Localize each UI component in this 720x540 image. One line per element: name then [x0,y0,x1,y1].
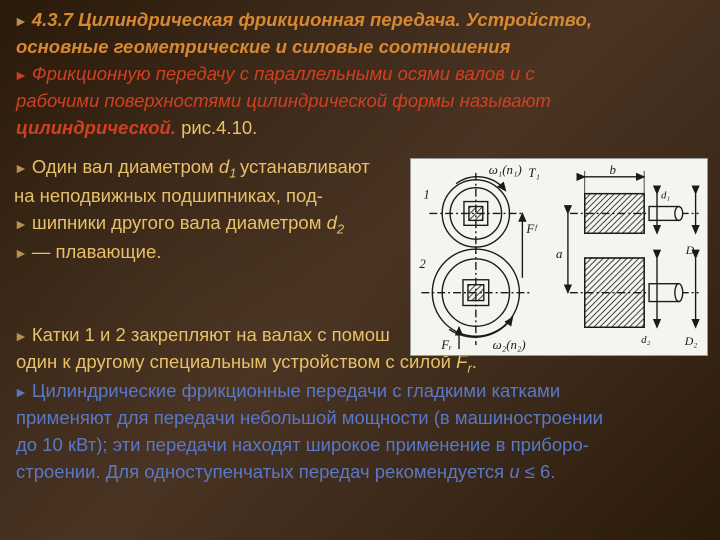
bottom-text-1: Катки 1 и 2 закрепляют на валах с помош [32,323,390,348]
label-b: b [609,163,616,177]
b6c: ≤ 6. [520,461,556,482]
label-d2: d₂ [641,334,650,346]
diagram-svg: ω₁(n₁) T₁ 1 ω₂(n₂) 2 Fᶠ Fᵣ [411,159,707,355]
var-d2: d [327,212,337,233]
sub-1: 1 [229,166,240,181]
label-D2: D₂ [684,334,698,348]
label-omega1: ω₁(n₁) [489,163,522,177]
bottom-text-5: до 10 кВт); эти передачи находят широкое… [16,433,589,458]
mid-text-4: — плавающие. [32,240,162,265]
mid-1a: Один вал диаметром [32,156,219,177]
header-line-1: ► 4.3.7 Цилиндрическая фрикционная перед… [14,8,706,33]
intro-text-2: рабочими поверхностями цилиндрической фо… [16,89,551,114]
figure-4-10: ω₁(n₁) T₁ 1 ω₂(n₂) 2 Fᶠ Fᵣ [410,158,708,356]
bottom-line-5: до 10 кВт); эти передачи находят широкое… [14,433,706,458]
label-D1: D₁ [685,243,699,257]
label-2: 2 [419,257,426,271]
mid-1c: устанавливают [240,156,370,177]
label-a: a [556,247,562,261]
label-Fr: Fᵣ [440,338,452,352]
bottom-line-6: строении. Для одноступенчатых передач ре… [14,460,706,485]
label-d1: d₁ [661,190,670,202]
label-omega2: ω₂(n₂) [493,338,526,352]
label-1: 1 [423,188,429,202]
bullet-arrow: ► [14,67,28,83]
bottom-text-6: строении. Для одноступенчатых передач ре… [16,460,555,485]
header-line-2: основные геометрические и силовые соотно… [14,35,706,60]
intro-rest: рис.4.10. [176,117,257,138]
bullet-arrow: ► [14,384,28,400]
intro-bold: цилиндрической. [16,117,176,138]
intro-line-1: ► Фрикционную передачу с параллельными о… [14,62,706,87]
intro-text-3: цилиндрической. рис.4.10. [16,116,257,141]
intro-line-3: цилиндрической. рис.4.10. [14,116,706,141]
var-d1: d [219,156,229,177]
bottom-line-4: применяют для передачи небольшой мощност… [14,406,706,431]
label-Ff: Fᶠ [525,222,538,236]
mid-text-3: шипники другого вала диаметром d2 [32,211,344,238]
bottom-text-4: применяют для передачи небольшой мощност… [16,406,603,431]
var-u: и [509,461,519,482]
bottom-line-3: ► Цилиндрические фрикционные передачи с … [14,379,706,404]
b6a: строении. Для одноступенчатых передач ре… [16,461,509,482]
intro-text-1: Фрикционную передачу с параллельными ося… [32,62,535,87]
b2a: один к другому специальным устройством с… [16,351,456,372]
label-T1: T₁ [528,166,540,180]
header-text-2: основные геометрические и силовые соотно… [16,35,511,60]
sub-2: 2 [337,222,344,237]
bullet-arrow: ► [14,160,28,176]
bottom-text-2: один к другому специальным устройством с… [16,350,477,377]
bullet-arrow: ► [14,216,28,232]
bullet-arrow: ► [14,328,28,344]
mid-text-2: на неподвижных подшипниках, под- [14,184,323,209]
intro-line-2: рабочими поверхностями цилиндрической фо… [14,89,706,114]
bullet-arrow: ► [14,245,28,261]
bottom-text-3: Цилиндрические фрикционные передачи с гл… [32,379,560,404]
mid-text-1: Один вал диаметром d1 устанавливают [32,155,370,182]
header-text-1: 4.3.7 Цилиндрическая фрикционная передач… [32,8,592,33]
bullet-arrow: ► [14,13,28,29]
mid-3a: шипники другого вала диаметром [32,212,327,233]
